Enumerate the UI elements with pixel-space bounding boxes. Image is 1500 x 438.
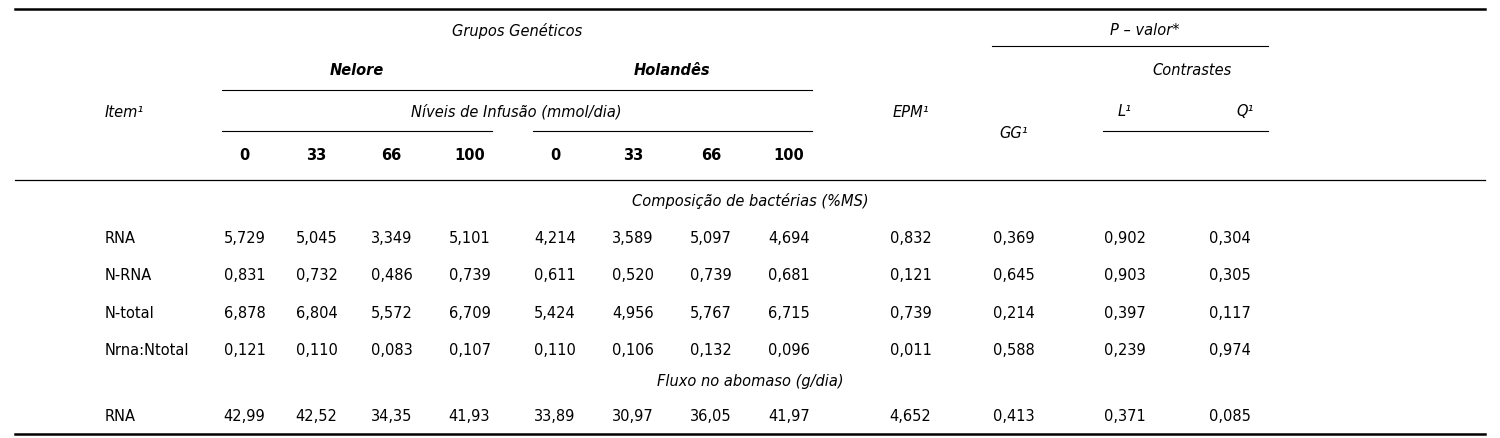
Text: 0,369: 0,369 — [993, 231, 1035, 246]
Text: 0,011: 0,011 — [890, 343, 932, 358]
Text: RNA: RNA — [105, 410, 136, 424]
Text: 0,739: 0,739 — [448, 268, 491, 283]
Text: EPM¹: EPM¹ — [892, 105, 928, 120]
Text: 0,397: 0,397 — [1104, 306, 1146, 321]
Text: 0,645: 0,645 — [993, 268, 1035, 283]
Text: 6,709: 6,709 — [448, 306, 491, 321]
Text: 0,106: 0,106 — [612, 343, 654, 358]
Text: 5,101: 5,101 — [448, 231, 491, 246]
Text: 0,371: 0,371 — [1104, 410, 1146, 424]
Text: 33: 33 — [306, 148, 327, 163]
Text: 0,974: 0,974 — [1209, 343, 1251, 358]
Text: 0,239: 0,239 — [1104, 343, 1146, 358]
Text: Composição de bactérias (%MS): Composição de bactérias (%MS) — [632, 194, 868, 209]
Text: 41,93: 41,93 — [448, 410, 491, 424]
Text: 6,878: 6,878 — [224, 306, 266, 321]
Text: P – valor*: P – valor* — [1110, 23, 1179, 38]
Text: 0,121: 0,121 — [890, 268, 932, 283]
Text: 4,214: 4,214 — [534, 231, 576, 246]
Text: 0,831: 0,831 — [224, 268, 266, 283]
Text: 0,304: 0,304 — [1209, 231, 1251, 246]
Text: 0,611: 0,611 — [534, 268, 576, 283]
Text: 3,589: 3,589 — [612, 231, 654, 246]
Text: 36,05: 36,05 — [690, 410, 732, 424]
Text: 100: 100 — [774, 148, 804, 163]
Text: 0,110: 0,110 — [296, 343, 338, 358]
Text: Nelore: Nelore — [330, 63, 384, 78]
Text: 4,956: 4,956 — [612, 306, 654, 321]
Text: 5,767: 5,767 — [690, 306, 732, 321]
Text: 0,681: 0,681 — [768, 268, 810, 283]
Text: RNA: RNA — [105, 231, 136, 246]
Text: Holandês: Holandês — [633, 63, 711, 78]
Text: 0,132: 0,132 — [690, 343, 732, 358]
Text: 0,096: 0,096 — [768, 343, 810, 358]
Text: 0,117: 0,117 — [1209, 306, 1251, 321]
Text: 33: 33 — [622, 148, 644, 163]
Text: 42,99: 42,99 — [224, 410, 266, 424]
Text: 0,739: 0,739 — [890, 306, 932, 321]
Text: 6,715: 6,715 — [768, 306, 810, 321]
Text: 5,729: 5,729 — [224, 231, 266, 246]
Text: 0,110: 0,110 — [534, 343, 576, 358]
Text: 0,413: 0,413 — [993, 410, 1035, 424]
Text: 0,107: 0,107 — [448, 343, 491, 358]
Text: 5,097: 5,097 — [690, 231, 732, 246]
Text: 34,35: 34,35 — [370, 410, 413, 424]
Text: Item¹: Item¹ — [105, 105, 144, 120]
Text: GG¹: GG¹ — [999, 126, 1029, 141]
Text: 0,732: 0,732 — [296, 268, 338, 283]
Text: 6,804: 6,804 — [296, 306, 338, 321]
Text: 0,305: 0,305 — [1209, 268, 1251, 283]
Text: 0,832: 0,832 — [890, 231, 932, 246]
Text: 5,572: 5,572 — [370, 306, 413, 321]
Text: 42,52: 42,52 — [296, 410, 338, 424]
Text: 0,121: 0,121 — [224, 343, 266, 358]
Text: 0: 0 — [550, 148, 560, 163]
Text: 4,652: 4,652 — [890, 410, 932, 424]
Text: 3,349: 3,349 — [370, 231, 413, 246]
Text: Grupos Genéticos: Grupos Genéticos — [452, 23, 582, 39]
Text: 0,214: 0,214 — [993, 306, 1035, 321]
Text: Fluxo no abomaso (g/dia): Fluxo no abomaso (g/dia) — [657, 374, 843, 389]
Text: 100: 100 — [454, 148, 484, 163]
Text: 33,89: 33,89 — [534, 410, 576, 424]
Text: Níveis de Infusão (mmol/dia): Níveis de Infusão (mmol/dia) — [411, 104, 622, 120]
Text: 0,739: 0,739 — [690, 268, 732, 283]
Text: 0,588: 0,588 — [993, 343, 1035, 358]
Text: 30,97: 30,97 — [612, 410, 654, 424]
Text: 5,045: 5,045 — [296, 231, 338, 246]
Text: L¹: L¹ — [1118, 104, 1132, 119]
Text: 66: 66 — [700, 148, 721, 163]
Text: N-total: N-total — [105, 306, 154, 321]
Text: Nrna:Ntotal: Nrna:Ntotal — [105, 343, 189, 358]
Text: Contrastes: Contrastes — [1154, 63, 1232, 78]
Text: 0: 0 — [240, 148, 249, 163]
Text: 0,520: 0,520 — [612, 268, 654, 283]
Text: 41,97: 41,97 — [768, 410, 810, 424]
Text: 4,694: 4,694 — [768, 231, 810, 246]
Text: Q¹: Q¹ — [1236, 104, 1254, 119]
Text: 0,083: 0,083 — [370, 343, 413, 358]
Text: 0,085: 0,085 — [1209, 410, 1251, 424]
Text: N-RNA: N-RNA — [105, 268, 153, 283]
Text: 5,424: 5,424 — [534, 306, 576, 321]
Text: 66: 66 — [381, 148, 402, 163]
Text: 0,902: 0,902 — [1104, 231, 1146, 246]
Text: 0,903: 0,903 — [1104, 268, 1146, 283]
Text: 0,486: 0,486 — [370, 268, 413, 283]
